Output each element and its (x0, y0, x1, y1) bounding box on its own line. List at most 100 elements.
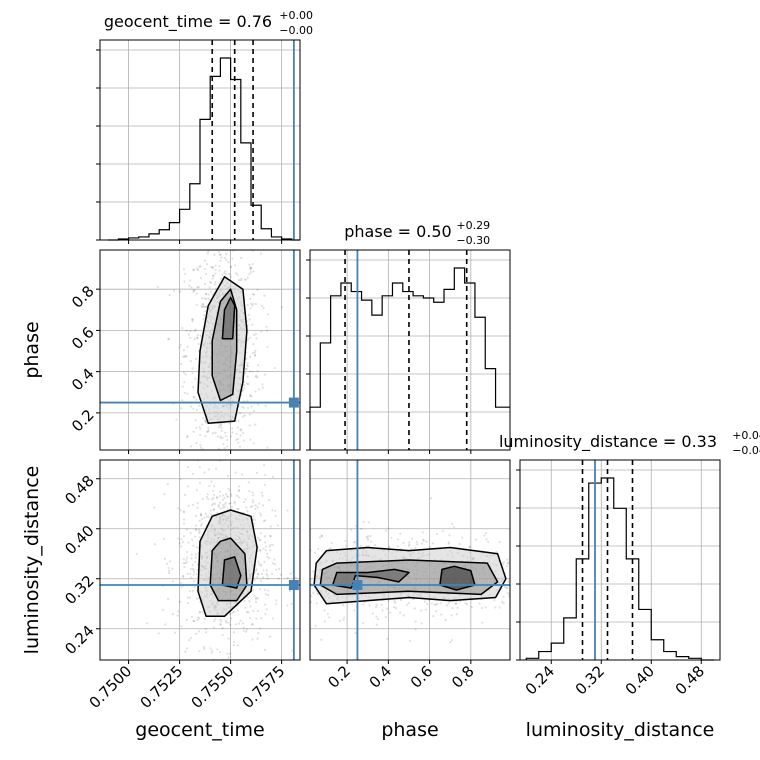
sample-point (421, 542, 424, 545)
sample-point (212, 274, 215, 277)
sample-point (267, 593, 270, 597)
sample-point (194, 528, 198, 531)
sample-point (271, 509, 274, 512)
sample-point (180, 538, 183, 541)
sample-point (172, 289, 176, 293)
sample-point (305, 574, 307, 576)
sample-point (214, 264, 217, 267)
sample-point (538, 573, 540, 575)
sample-point (433, 603, 436, 606)
sample-point (389, 611, 392, 614)
sample-point (195, 408, 198, 412)
sample-point (577, 629, 579, 631)
sample-point (215, 500, 217, 502)
sample-point (191, 503, 195, 506)
sample-point (256, 506, 259, 509)
sample-point (284, 550, 286, 552)
sample-point (259, 512, 262, 515)
sample-point (218, 490, 222, 493)
sample-point (200, 514, 203, 517)
plot-area (100, 243, 300, 502)
sample-point (192, 395, 195, 399)
sample-point (251, 370, 254, 373)
sample-point (209, 647, 212, 650)
sample-point (243, 243, 245, 245)
sample-point (423, 600, 427, 603)
sample-point (204, 305, 207, 309)
sample-point (254, 302, 258, 306)
sample-point (197, 468, 199, 470)
sample-point (167, 566, 170, 570)
sample-point (286, 567, 288, 569)
sample-point (244, 630, 248, 633)
sample-point (199, 524, 203, 527)
sample-point (268, 557, 271, 560)
sample-point (262, 569, 265, 572)
sample-point (254, 390, 257, 393)
sample-point (217, 505, 220, 508)
sample-point (265, 573, 268, 576)
sample-point (262, 547, 265, 550)
x-tick-label-phase: 0.4 (366, 662, 396, 692)
sample-point (286, 565, 288, 567)
sample-point (252, 515, 255, 518)
sample-point (249, 605, 252, 608)
sample-point (279, 573, 283, 576)
sample-point (221, 506, 225, 509)
sample-point (533, 586, 535, 588)
sample-point (189, 336, 192, 339)
sample-point (269, 535, 272, 538)
sample-point (204, 627, 207, 630)
sample-point (220, 245, 222, 247)
sample-point (222, 442, 225, 446)
sample-point (222, 476, 224, 478)
sample-point (197, 546, 200, 549)
title-minus-geocent_time: −0.00 (279, 24, 313, 37)
sample-point (487, 540, 490, 544)
sample-point (451, 607, 454, 610)
sample-point (249, 438, 252, 441)
sample-point (506, 562, 509, 565)
sample-point (232, 644, 236, 647)
sample-point (263, 483, 266, 486)
sample-point (204, 512, 208, 515)
sample-point (264, 519, 267, 522)
sample-point (271, 475, 275, 478)
sample-point (342, 618, 345, 621)
sample-point (218, 424, 222, 427)
sample-point (218, 494, 221, 498)
sample-point (252, 594, 256, 597)
sample-point (291, 597, 293, 599)
sample-point (219, 277, 222, 280)
sample-point (250, 405, 253, 408)
sample-point (202, 482, 204, 484)
sample-point (246, 596, 249, 599)
sample-point (452, 525, 456, 529)
sample-point (206, 252, 209, 255)
sample-point (258, 588, 261, 591)
sample-point (528, 579, 530, 581)
sample-point (195, 597, 198, 600)
sample-point (194, 553, 197, 556)
sample-point (287, 573, 289, 575)
sample-point (368, 604, 371, 607)
sample-point (193, 289, 196, 292)
sample-point (176, 507, 180, 510)
sample-point (251, 623, 254, 626)
sample-point (198, 528, 201, 531)
sample-point (221, 627, 224, 630)
sample-point (182, 574, 185, 578)
sample-point (178, 600, 181, 604)
sample-point (254, 504, 257, 507)
sample-point (252, 451, 254, 453)
sample-point (204, 310, 207, 313)
sample-point (185, 456, 187, 458)
sample-point (191, 372, 194, 375)
sample-point (375, 606, 378, 609)
sample-point (387, 599, 390, 602)
sample-point (265, 325, 268, 328)
sample-point (422, 539, 425, 542)
x-tick-label-geocent_time: 0.7500 (86, 662, 136, 712)
sample-point (173, 631, 177, 634)
sample-point (216, 435, 220, 438)
